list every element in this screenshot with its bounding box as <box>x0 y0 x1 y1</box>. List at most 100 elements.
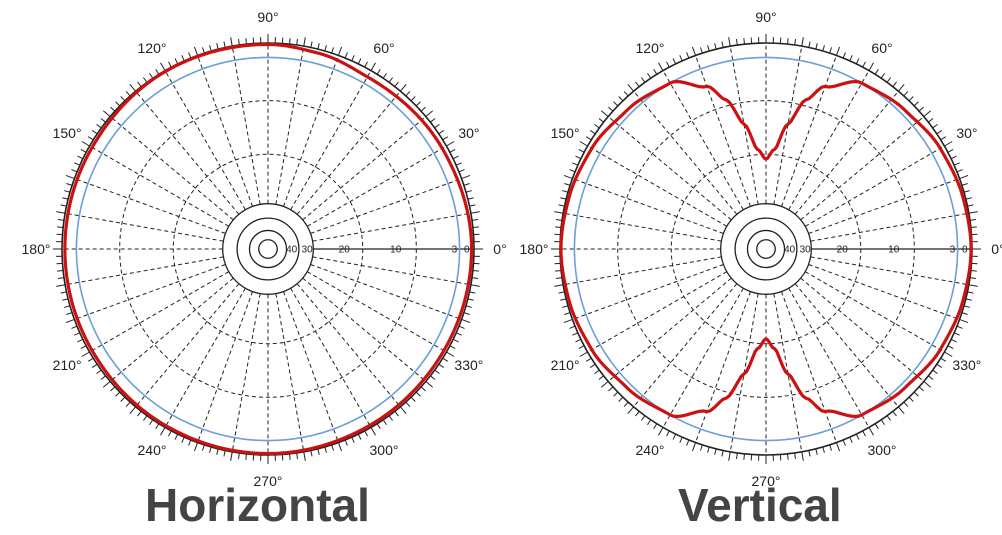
outer-tick-mark <box>855 58 860 65</box>
outer-tick-mark <box>370 62 376 71</box>
spoke-line <box>563 256 722 286</box>
outer-tick-mark <box>310 450 313 457</box>
outer-tick-mark <box>317 448 320 455</box>
outer-tick-mark <box>918 106 924 112</box>
outer-tick-mark <box>331 47 334 54</box>
outer-tick-mark <box>932 123 938 129</box>
outer-tick-mark <box>868 427 874 436</box>
outer-tick-mark <box>74 332 81 336</box>
spoke-line <box>89 271 230 353</box>
outer-tick-mark <box>585 136 592 141</box>
outer-tick-mark <box>149 419 154 426</box>
angle-label: 90° <box>257 9 278 25</box>
outer-tick-mark <box>903 401 909 407</box>
spoke-line <box>695 291 751 443</box>
outer-tick-mark <box>110 386 116 392</box>
inner-ring <box>756 239 776 259</box>
outer-tick-mark <box>700 444 703 451</box>
outer-tick-mark <box>653 423 658 430</box>
outer-tick-mark <box>849 55 853 62</box>
outer-tick-mark <box>60 204 67 207</box>
outer-tick-mark <box>388 415 394 421</box>
outer-tick-mark <box>174 433 179 440</box>
reference-circle <box>75 56 461 442</box>
outer-tick-mark <box>868 62 874 71</box>
outer-tick-mark <box>245 453 247 460</box>
outer-tick-mark <box>289 453 291 460</box>
outer-tick-mark <box>410 96 416 102</box>
outer-tick-mark <box>160 427 166 436</box>
outer-tick-mark <box>874 68 879 75</box>
horizontal-polar-chart: 40 30 20 10 3 0 0°30°60°90°120°150°180°210°240… <box>22 9 507 489</box>
outer-tick-mark <box>238 452 240 460</box>
outer-tick-mark <box>940 136 947 141</box>
outer-tick-mark <box>714 43 717 50</box>
spoke-line <box>231 293 261 452</box>
outer-tick-mark <box>842 439 846 446</box>
outer-tick-mark <box>627 406 634 415</box>
outer-tick-mark <box>142 415 148 421</box>
outer-tick-mark <box>691 46 697 56</box>
outer-tick-mark <box>467 197 474 200</box>
outer-tick-mark <box>65 174 75 180</box>
outer-tick-mark <box>102 110 111 117</box>
outer-tick-mark <box>564 312 571 315</box>
outer-tick-mark <box>202 47 205 54</box>
outer-tick-mark <box>202 444 205 451</box>
outer-tick-mark <box>376 423 381 430</box>
outer-tick-mark <box>928 118 934 123</box>
outer-tick-mark <box>125 91 131 97</box>
spoke-line <box>781 55 837 207</box>
spoke-line <box>788 287 870 428</box>
outer-tick-mark <box>613 391 619 397</box>
outer-tick-mark <box>370 427 376 436</box>
outer-tick-mark <box>956 325 963 329</box>
outer-tick-mark <box>862 430 866 437</box>
vertical-chart-title: Vertical <box>678 479 842 531</box>
outer-tick-mark <box>961 183 968 186</box>
outer-tick-mark <box>728 451 731 461</box>
radial-label: 3 <box>452 245 458 256</box>
outer-tick-mark <box>458 169 465 173</box>
outer-tick-mark <box>578 149 585 153</box>
outer-tick-mark <box>149 72 154 79</box>
outer-tick-mark <box>640 415 646 421</box>
spoke-line <box>607 277 732 382</box>
outer-tick-mark <box>658 62 664 71</box>
spoke-line <box>197 291 253 443</box>
outer-tick-mark <box>181 436 185 443</box>
spoke-line <box>164 70 246 211</box>
outer-tick-mark <box>679 55 683 62</box>
outer-tick-mark <box>442 357 449 362</box>
outer-tick-mark <box>967 204 974 207</box>
outer-tick-mark <box>928 375 934 380</box>
spoke-line <box>74 178 226 234</box>
outer-tick-mark <box>430 118 436 123</box>
outer-tick-mark <box>245 38 247 45</box>
radial-label: 10 <box>390 245 402 256</box>
outer-tick-mark <box>736 452 738 460</box>
outer-tick-mark <box>932 369 938 375</box>
angle-label: 120° <box>138 40 167 56</box>
outer-tick-mark <box>623 91 629 97</box>
outer-tick-mark <box>572 162 579 166</box>
outer-tick-mark <box>471 219 479 221</box>
outer-tick-mark <box>438 130 445 135</box>
outer-tick-mark <box>886 77 892 83</box>
outer-tick-mark <box>405 91 411 97</box>
outer-tick-mark <box>310 41 313 48</box>
outer-tick-mark <box>344 439 348 446</box>
outer-tick-mark <box>936 130 943 135</box>
outer-tick-mark <box>923 110 932 117</box>
spoke-line <box>283 55 339 207</box>
outer-tick-mark <box>120 396 126 402</box>
spoke-line <box>662 70 744 211</box>
outer-tick-mark <box>691 442 697 452</box>
outer-tick-mark <box>801 37 804 47</box>
outer-tick-mark <box>81 351 90 357</box>
outer-tick-mark <box>666 61 670 68</box>
spoke-line <box>283 291 339 443</box>
outer-tick-mark <box>794 38 796 46</box>
outer-tick-mark <box>438 363 445 368</box>
outer-tick-mark <box>71 325 78 329</box>
